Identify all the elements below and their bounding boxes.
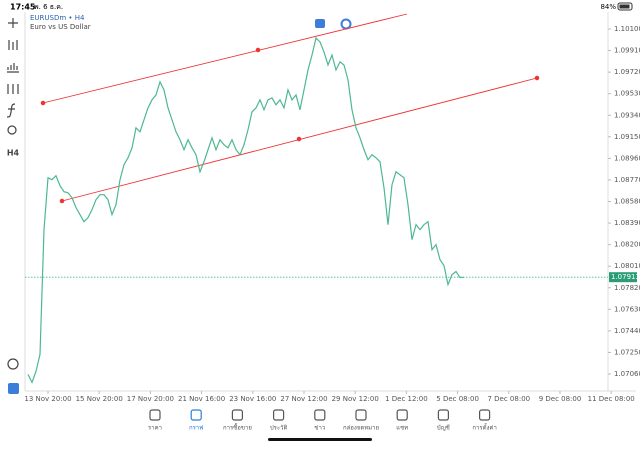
left-toolbar: [6, 18, 19, 370]
y-tick-label: 1.09340: [614, 111, 640, 119]
symbol-description: Euro vs US Dollar: [30, 23, 91, 31]
zoom-tool[interactable]: [7, 358, 19, 370]
y-tick-label: 1.10100: [614, 25, 640, 33]
objects-tool[interactable]: [7, 84, 19, 94]
x-tick-label: 13 Nov 20:00: [24, 395, 71, 403]
timeframe[interactable]: H4: [7, 149, 20, 158]
function-tool[interactable]: [6, 103, 16, 118]
price-line: [27, 36, 465, 384]
y-tick-label: 1.08580: [614, 198, 640, 206]
y-tick-label: 1.09910: [614, 47, 640, 55]
y-tick-label: 1.08770: [614, 176, 640, 184]
nav-icon: [231, 409, 243, 421]
y-tick-label: 1.07820: [614, 284, 640, 292]
x-tick-label: 27 Nov 12:00: [280, 395, 327, 403]
y-tick-label: 1.08960: [614, 154, 640, 162]
symbol: EURUSDm • H4: [30, 14, 85, 22]
nav-label: ประวัติ: [270, 425, 288, 432]
x-tick-label: 1 Dec 12:00: [385, 395, 428, 403]
current-price-label: 1.07913: [611, 273, 640, 281]
y-tick-label: 1.09530: [614, 90, 640, 98]
y-tick-label: 1.07630: [614, 305, 640, 313]
nav-label: กราฟ: [189, 425, 203, 432]
nav-label: แชท: [396, 425, 408, 432]
indicators-tool[interactable]: [7, 63, 19, 73]
y-tick-label: 1.08390: [614, 219, 640, 227]
nav-label: บัญชี: [437, 424, 450, 432]
nav-icon: [314, 409, 326, 421]
trend-line[interactable]: [42, 13, 408, 104]
nav-tab[interactable]: ประวัติ: [270, 409, 288, 432]
nav-icon: [479, 409, 491, 421]
nav-label: ข่าว: [314, 425, 325, 432]
nav-tab[interactable]: ข่าว: [314, 409, 326, 432]
crosshair-tool[interactable]: [8, 18, 18, 28]
x-tick-label: 23 Nov 16:00: [229, 395, 276, 403]
current-price-box: [609, 272, 637, 283]
x-tick-label: 29 Nov 12:00: [332, 395, 379, 403]
nav-tab[interactable]: กล่องจดหมาย: [343, 409, 379, 432]
y-tick-label: 1.09150: [614, 133, 640, 141]
x-tick-label: 9 Dec 08:00: [539, 395, 582, 403]
nav-tab[interactable]: ราคา: [148, 409, 162, 432]
nav-tab[interactable]: กราฟ: [189, 409, 203, 432]
home-indicator: [268, 438, 372, 441]
nav-icon: [190, 409, 202, 421]
trend-point[interactable]: [59, 198, 65, 204]
y-tick-label: 1.08010: [614, 262, 640, 270]
nav-icon: [355, 409, 367, 421]
y-tick-label: 1.07440: [614, 327, 640, 335]
y-tick-label: 1.07060: [614, 370, 640, 378]
y-tick-label: 1.08200: [614, 241, 640, 249]
x-tick-label: 5 Dec 08:00: [436, 395, 479, 403]
nav-icon: [149, 409, 161, 421]
shapes-tool[interactable]: [7, 125, 17, 135]
trade-icon[interactable]: [8, 383, 19, 394]
nav-icon: [396, 409, 408, 421]
event-icon[interactable]: [315, 19, 325, 28]
nav-icon: [273, 409, 285, 421]
nav-tab[interactable]: บัญชี: [437, 409, 450, 432]
trend-point[interactable]: [534, 75, 540, 81]
status-date: พ. 6 ธ.ค.: [34, 3, 63, 11]
nav-tab[interactable]: การซื้อขาย: [223, 409, 252, 432]
trend-lines: [40, 13, 540, 204]
nav-label: ราคา: [148, 425, 162, 432]
nav-label: การตั้งค่า: [472, 422, 496, 432]
trend-point[interactable]: [296, 136, 302, 142]
nav-icon: [437, 409, 449, 421]
event-icon[interactable]: [340, 18, 352, 30]
x-tick-label: 7 Dec 08:00: [487, 395, 530, 403]
battery-level: [619, 4, 630, 9]
chart-type-tool[interactable]: [8, 40, 18, 50]
trend-point[interactable]: [255, 47, 261, 53]
x-tick-label: 15 Nov 20:00: [76, 395, 123, 403]
y-tick-label: 1.07250: [614, 348, 640, 356]
home-area: [0, 436, 640, 447]
nav-label: กล่องจดหมาย: [343, 425, 379, 432]
x-tick-label: 11 Dec 08:00: [588, 395, 635, 403]
nav-tab[interactable]: แชท: [396, 409, 408, 432]
x-tick-label: 17 Nov 20:00: [127, 395, 174, 403]
status-battery: 84%: [600, 3, 616, 11]
nav-label: การซื้อขาย: [223, 422, 252, 432]
nav-tab[interactable]: การตั้งค่า: [472, 409, 497, 432]
y-tick-label: 1.09720: [614, 68, 640, 76]
trend-point[interactable]: [40, 100, 46, 106]
battery-icon: [617, 2, 633, 11]
status-time: 17:45: [10, 3, 36, 12]
x-tick-label: 21 Nov 16:00: [178, 395, 225, 403]
